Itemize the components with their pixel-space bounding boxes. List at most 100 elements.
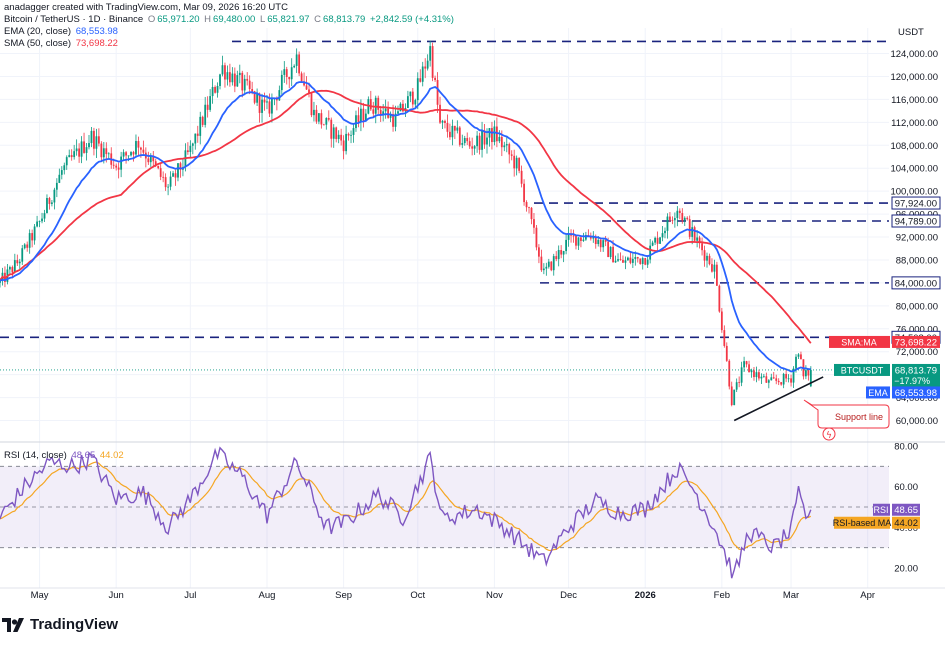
candle-body	[317, 113, 320, 122]
candle-body	[263, 99, 266, 103]
candle-body	[550, 261, 553, 271]
candle-body	[758, 372, 760, 379]
candle-body	[379, 109, 382, 115]
level-label: 97,924.00	[895, 199, 937, 210]
candle-body	[711, 264, 713, 272]
candle-body	[0, 280, 1, 283]
ema-tag-box	[866, 386, 890, 399]
candle-body	[132, 152, 135, 155]
candle-body	[471, 146, 474, 149]
tradingview-logo-icon	[2, 617, 24, 632]
candle-body	[36, 221, 38, 227]
rsi-tag-name: RSI	[873, 505, 888, 515]
candle-body	[743, 361, 745, 368]
candle-body	[718, 285, 721, 312]
rsi-tick-label: 80.00	[894, 442, 918, 453]
candle-body	[13, 260, 16, 273]
candle-body	[681, 212, 684, 221]
candle-body	[337, 134, 340, 139]
candle-body	[112, 164, 115, 166]
candle-body	[575, 235, 577, 246]
candle-body	[612, 246, 614, 263]
candle-body	[770, 377, 773, 381]
candle-body	[765, 376, 768, 383]
candle-body	[787, 378, 790, 380]
candle-body	[416, 78, 419, 101]
candle-body	[542, 268, 545, 271]
candle-body	[100, 143, 103, 158]
price-tick-label: 92,000.00	[896, 233, 938, 244]
candle-body	[530, 207, 533, 220]
candle-body	[402, 103, 404, 112]
candle-body	[463, 138, 466, 144]
candle-body	[162, 176, 165, 178]
candle-body	[229, 72, 231, 83]
candle-body	[562, 251, 565, 255]
candle-body	[678, 210, 681, 213]
candle-body	[508, 144, 511, 155]
candle-body	[55, 182, 58, 190]
candle-body	[686, 217, 689, 220]
candle-body	[394, 113, 397, 127]
candle-body	[651, 242, 654, 246]
candle-body	[698, 237, 701, 244]
candle-body	[142, 149, 145, 153]
candle-body	[298, 54, 301, 74]
candle-body	[664, 230, 666, 234]
alert-icon-glyph: ϟ	[826, 431, 832, 441]
candle-body	[597, 239, 600, 245]
rsi-pane	[0, 446, 889, 579]
candle-body	[528, 207, 530, 209]
candle-body	[406, 96, 409, 108]
candle-body	[599, 239, 602, 248]
candle-body	[629, 257, 632, 263]
candle-body	[169, 176, 172, 187]
candle-body	[179, 163, 182, 170]
candle-body	[671, 219, 674, 221]
candle-body	[750, 370, 753, 373]
price-axis: USDT 124,000.00 120,000.00 116,000.00 112,00…	[829, 27, 941, 575]
time-tick-label: Jun	[109, 590, 124, 601]
level-label-box	[891, 276, 941, 290]
candle-body	[33, 226, 36, 241]
candle-body	[167, 186, 170, 188]
candle-body	[730, 386, 733, 406]
candle-body	[310, 93, 313, 116]
candle-body	[775, 378, 778, 381]
candle-body	[545, 266, 548, 269]
price-tick-label: 80,000.00	[896, 301, 938, 312]
change-value: +2,842.59 (+4.31%)	[369, 14, 454, 25]
candle-body	[740, 367, 743, 383]
candle-body	[90, 130, 93, 144]
candle-body	[389, 114, 392, 118]
candle-body	[505, 144, 508, 146]
sma-50-line	[0, 89, 812, 344]
sma-tag-box	[829, 335, 890, 348]
candle-body	[762, 376, 765, 378]
candle-body	[120, 156, 123, 170]
candle-body	[636, 257, 639, 259]
candle-body	[102, 148, 105, 158]
candle-body	[288, 77, 291, 80]
candle-body	[78, 148, 81, 157]
annotation-callout	[803, 399, 890, 429]
candle-body	[360, 108, 362, 122]
candle-body	[523, 183, 525, 203]
candle-body	[493, 126, 496, 143]
candle-body	[421, 66, 424, 82]
symbol-line: Bitcoin / TetherUS · 1D · Binance O 65,97…	[4, 14, 454, 25]
candle-body	[28, 233, 31, 248]
candle-body	[439, 104, 441, 123]
candle-body	[728, 360, 731, 387]
candle-body	[280, 74, 283, 91]
candle-body	[177, 163, 179, 178]
candle-body	[374, 97, 377, 114]
candle-body	[673, 218, 676, 221]
candle-body	[619, 259, 622, 260]
candle-body	[634, 257, 637, 259]
btc-tag-name: BTCUSDT	[841, 365, 884, 375]
candle-body	[715, 264, 718, 286]
candle-body	[797, 354, 800, 357]
candle-body	[345, 133, 347, 152]
candle-body	[446, 123, 449, 132]
